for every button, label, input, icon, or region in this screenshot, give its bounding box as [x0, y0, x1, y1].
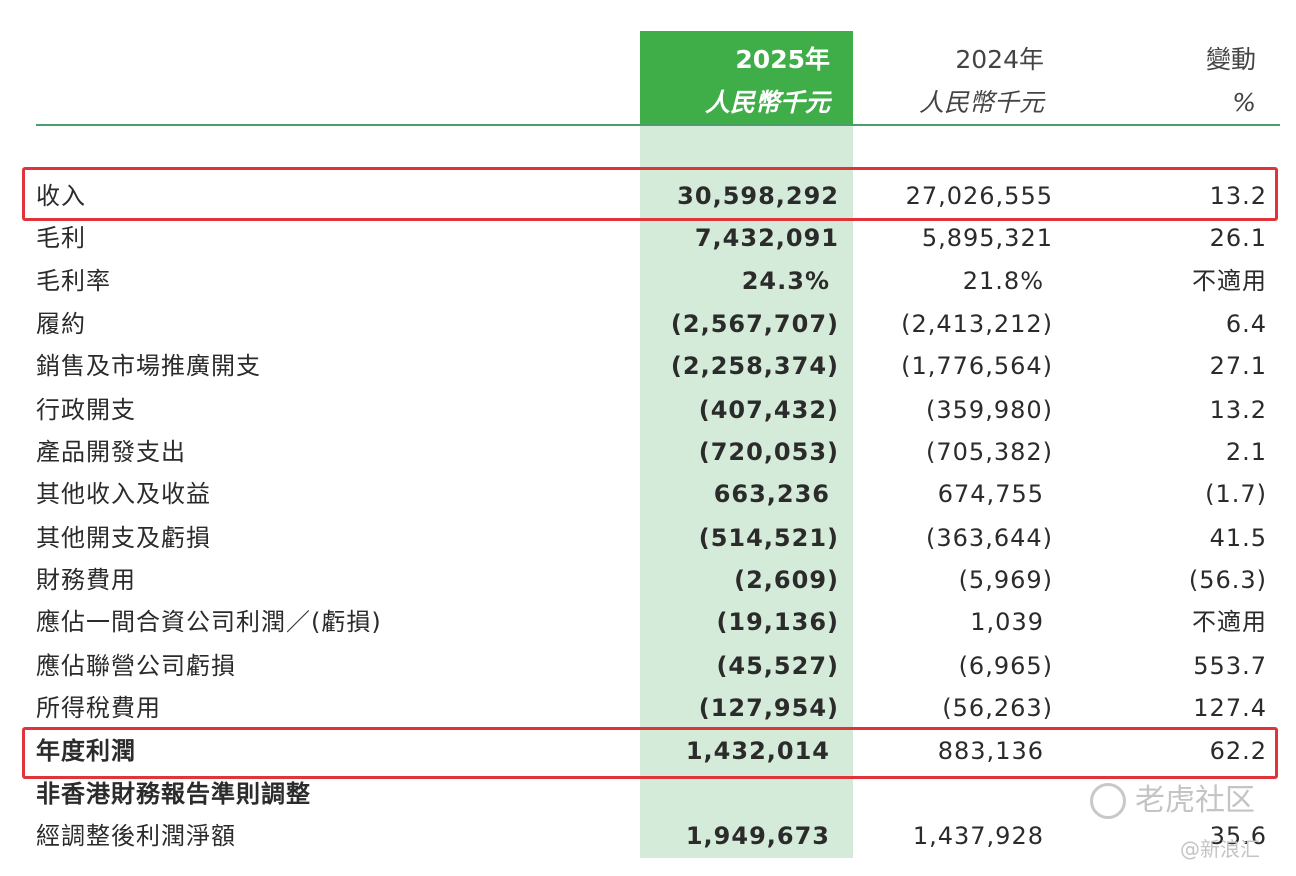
row-prior-value: (363,644) [926, 524, 1053, 552]
row-label: 經調整後利潤淨額 [36, 822, 236, 850]
row-current-value: (45,527) [716, 652, 839, 680]
row-prior-value: (359,980) [926, 396, 1053, 424]
table-row: 毛利 7,432,091 5,895,321 26.1 [0, 217, 1296, 259]
table-row-revenue: 收入 30,598,292 27,026,555 13.2 [0, 175, 1296, 217]
row-prior-value: 1,437,928 [912, 822, 1044, 850]
row-label: 財務費用 [36, 566, 136, 594]
row-current-value: (720,053) [698, 438, 839, 466]
row-current-value: 1,949,673 [685, 822, 830, 850]
watermark-brand: 老虎社区 [1135, 783, 1255, 818]
row-change-value: 13.2 [1209, 396, 1267, 424]
row-prior-value: (2,413,212) [901, 310, 1053, 338]
header-prior-unit: 人民幣千元 [918, 88, 1044, 117]
row-prior-value: 883,136 [937, 737, 1044, 765]
row-prior-value: (6,965) [958, 652, 1053, 680]
row-change-value: 6.4 [1225, 310, 1267, 338]
row-label: 毛利 [36, 224, 86, 252]
table-row: 應佔聯營公司虧損 (45,527) (6,965) 553.7 [0, 645, 1296, 687]
row-current-value: 7,432,091 [694, 224, 839, 252]
highlight-box-revenue [22, 167, 1278, 221]
row-prior-value: (705,382) [926, 438, 1053, 466]
table-row: 履約 (2,567,707) (2,413,212) 6.4 [0, 303, 1296, 345]
row-current-value: (127,954) [698, 694, 839, 722]
row-current-value: (2,567,707) [670, 310, 839, 338]
row-current-value: 663,236 [713, 480, 830, 508]
row-prior-value: 21.8% [962, 267, 1044, 295]
table-row: 毛利率 24.3% 21.8% 不適用 [0, 260, 1296, 302]
row-current-value: (2,258,374) [670, 352, 839, 380]
row-change-value: 27.1 [1209, 352, 1267, 380]
row-change-value: 41.5 [1209, 524, 1267, 552]
row-prior-value: 27,026,555 [905, 182, 1053, 210]
row-change-value: 62.2 [1209, 737, 1267, 765]
table-row: 銷售及市場推廣開支 (2,258,374) (1,776,564) 27.1 [0, 345, 1296, 387]
row-label: 應佔一間合資公司利潤／(虧損) [36, 608, 382, 636]
table-row: 產品開發支出 (720,053) (705,382) 2.1 [0, 431, 1296, 473]
row-current-value: (514,521) [698, 524, 839, 552]
table-row: 行政開支 (407,432) (359,980) 13.2 [0, 389, 1296, 431]
row-current-value: (407,432) [698, 396, 839, 424]
row-change-value: 不適用 [1192, 267, 1267, 295]
header-current-year: 2025年 [735, 45, 830, 74]
table-row: 經調整後利潤淨額 1,949,673 1,437,928 35.6 [0, 815, 1296, 857]
table-row: 財務費用 (2,609) (5,969) (56.3) [0, 559, 1296, 601]
table-row: 所得稅費用 (127,954) (56,263) 127.4 [0, 687, 1296, 729]
table-row: 其他開支及虧損 (514,521) (363,644) 41.5 [0, 517, 1296, 559]
row-change-value: 26.1 [1209, 224, 1267, 252]
table-row-annual-profit: 年度利潤 1,432,014 883,136 62.2 [0, 730, 1296, 772]
row-prior-value: (5,969) [958, 566, 1053, 594]
row-current-value: 24.3% [741, 267, 830, 295]
row-label: 銷售及市場推廣開支 [36, 352, 261, 380]
row-change-value: (56.3) [1188, 566, 1267, 594]
row-prior-value: (1,776,564) [901, 352, 1053, 380]
table-row-section-heading: 非香港財務報告準則調整 [0, 773, 1296, 815]
watermark-logo-icon [1090, 783, 1126, 819]
row-label: 其他開支及虧損 [36, 524, 211, 552]
header-change: 變動 [1205, 45, 1256, 74]
row-current-value: 30,598,292 [677, 182, 839, 210]
row-label: 所得稅費用 [36, 694, 161, 722]
row-label: 履約 [36, 310, 86, 338]
row-change-value: 2.1 [1225, 438, 1267, 466]
row-change-value: (1.7) [1205, 480, 1267, 508]
row-label: 年度利潤 [36, 737, 136, 765]
row-label: 毛利率 [36, 267, 111, 295]
row-label: 收入 [36, 182, 86, 210]
header-prior-year: 2024年 [955, 45, 1044, 74]
row-current-value: (19,136) [716, 608, 839, 636]
row-label: 產品開發支出 [36, 438, 186, 466]
header-change-unit: % [1232, 88, 1256, 117]
row-prior-value: (56,263) [942, 694, 1053, 722]
row-change-value: 127.4 [1193, 694, 1267, 722]
row-current-value: (2,609) [734, 566, 839, 594]
table-row: 其他收入及收益 663,236 674,755 (1.7) [0, 473, 1296, 515]
row-prior-value: 674,755 [937, 480, 1044, 508]
row-label: 其他收入及收益 [36, 480, 211, 508]
row-label: 非香港財務報告準則調整 [36, 780, 311, 808]
row-current-value: 1,432,014 [685, 737, 830, 765]
row-label: 行政開支 [36, 396, 136, 424]
current-year-header-bg [640, 31, 853, 125]
row-prior-value: 1,039 [970, 608, 1044, 636]
row-change-value: 13.2 [1209, 182, 1267, 210]
highlight-box-annual-profit [22, 727, 1278, 779]
row-label: 應佔聯營公司虧損 [36, 652, 236, 680]
header-divider [36, 124, 1280, 126]
row-change-value: 35.6 [1209, 822, 1267, 850]
row-prior-value: 5,895,321 [921, 224, 1053, 252]
watermark-source: @新浪汇 [1180, 837, 1260, 861]
table-row: 應佔一間合資公司利潤／(虧損) (19,136) 1,039 不適用 [0, 601, 1296, 643]
row-change-value: 553.7 [1193, 652, 1267, 680]
row-change-value: 不適用 [1192, 608, 1267, 636]
header-current-unit: 人民幣千元 [704, 88, 830, 117]
